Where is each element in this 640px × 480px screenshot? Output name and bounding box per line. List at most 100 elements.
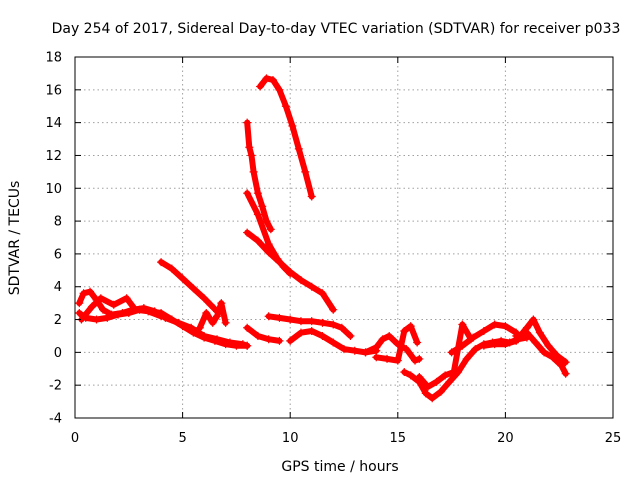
x-tick-label: 15 xyxy=(390,431,407,446)
data-point xyxy=(266,225,275,234)
data-point xyxy=(109,300,118,309)
data-point xyxy=(393,356,402,365)
data-point xyxy=(286,315,295,324)
data-point xyxy=(75,299,84,308)
data-point xyxy=(413,338,422,347)
data-point xyxy=(350,346,359,355)
data-point xyxy=(157,312,166,321)
data-point xyxy=(337,323,346,332)
data-point xyxy=(200,331,209,340)
data-point xyxy=(445,377,454,386)
data-point xyxy=(144,307,153,316)
series-line xyxy=(480,316,569,366)
data-series xyxy=(75,74,570,403)
data-point xyxy=(415,372,424,381)
data-point xyxy=(98,305,107,314)
data-point xyxy=(157,258,166,267)
data-point xyxy=(264,335,273,344)
data-point xyxy=(225,338,234,347)
data-point xyxy=(213,312,222,321)
data-point xyxy=(296,276,305,285)
data-point xyxy=(258,202,267,211)
data-point xyxy=(253,189,262,198)
y-tick-label: 6 xyxy=(54,247,62,262)
data-point xyxy=(458,320,467,329)
series-line xyxy=(158,259,220,315)
x-tick-label: 5 xyxy=(178,431,186,446)
data-point xyxy=(75,308,84,317)
series-line xyxy=(257,75,315,200)
data-point xyxy=(361,348,370,357)
data-point xyxy=(544,341,553,350)
data-point xyxy=(307,317,316,326)
data-point xyxy=(131,305,140,314)
y-tick-label: 16 xyxy=(45,83,62,98)
data-point xyxy=(529,315,538,324)
data-point xyxy=(423,382,432,391)
data-point xyxy=(479,327,488,336)
data-point xyxy=(512,331,521,340)
grid-lines xyxy=(75,57,613,418)
data-point xyxy=(329,320,338,329)
series-trace-f xyxy=(243,118,275,234)
data-point xyxy=(449,368,458,377)
data-point xyxy=(421,389,430,398)
data-point xyxy=(243,189,252,198)
data-point xyxy=(262,217,271,226)
data-point xyxy=(79,289,88,298)
data-point xyxy=(264,248,273,257)
data-point xyxy=(187,323,196,332)
x-tick-label: 10 xyxy=(282,431,299,446)
data-point xyxy=(307,192,316,201)
data-point xyxy=(458,341,467,350)
data-point xyxy=(195,323,204,332)
data-point xyxy=(178,274,187,283)
data-point xyxy=(286,267,295,276)
data-point xyxy=(202,308,211,317)
data-point xyxy=(189,284,198,293)
data-point xyxy=(253,210,262,219)
data-point xyxy=(471,345,480,354)
data-point xyxy=(264,312,273,321)
data-point xyxy=(243,341,252,350)
data-point xyxy=(490,320,499,329)
data-point xyxy=(561,369,570,378)
axes: 0 5 10 15 20 25 -4 -2 0 2 4 6 8 10 12 14 16 18 xyxy=(45,51,621,447)
series-line xyxy=(362,333,423,364)
series-line xyxy=(196,300,229,331)
data-point xyxy=(174,318,183,327)
data-point xyxy=(221,318,230,327)
data-point xyxy=(296,328,305,337)
data-point xyxy=(122,294,131,303)
y-tick-label: 14 xyxy=(45,116,62,131)
series-trace-j xyxy=(243,323,284,345)
data-point xyxy=(329,338,338,347)
series-trace-i xyxy=(256,74,316,201)
x-tick-label: 20 xyxy=(497,431,514,446)
data-point xyxy=(501,322,510,331)
data-point xyxy=(249,167,258,176)
data-point xyxy=(501,340,510,349)
y-tick-label: 8 xyxy=(54,215,62,230)
y-tick-label: 2 xyxy=(54,313,62,328)
data-point xyxy=(540,348,549,357)
y-tick-label: 4 xyxy=(54,280,62,295)
data-point xyxy=(247,151,256,160)
data-point xyxy=(268,75,277,84)
data-point xyxy=(428,394,437,403)
data-point xyxy=(447,348,456,357)
data-point xyxy=(535,328,544,337)
data-point xyxy=(301,167,310,176)
data-point xyxy=(264,240,273,249)
data-point xyxy=(243,228,252,237)
data-point xyxy=(107,310,116,319)
y-tick-label: 18 xyxy=(45,51,62,66)
data-point xyxy=(329,305,338,314)
data-point xyxy=(213,335,222,344)
data-point xyxy=(383,354,392,363)
data-point xyxy=(490,340,499,349)
series-trace-q xyxy=(447,320,521,357)
x-axis-label: GPS time / hours xyxy=(281,459,398,475)
data-point xyxy=(86,287,95,296)
